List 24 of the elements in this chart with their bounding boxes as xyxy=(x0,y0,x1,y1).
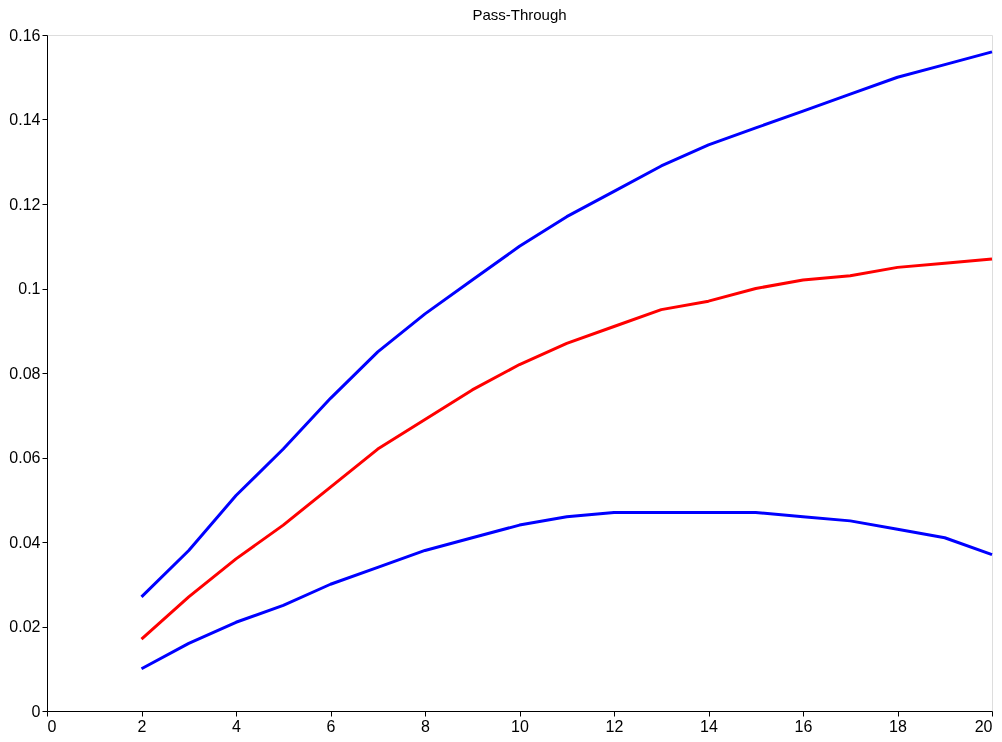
x-tick-label: 14 xyxy=(700,717,718,735)
y-tick-label: 0.16 xyxy=(9,26,41,44)
x-tick-label: 16 xyxy=(794,717,813,735)
chart-title: Pass-Through xyxy=(472,6,567,23)
x-tick-label: 8 xyxy=(421,717,431,735)
y-tick-label: 0.14 xyxy=(9,111,41,128)
x-tick-label: 12 xyxy=(605,717,624,735)
line-series xyxy=(140,50,994,599)
x-tick-label: 0 xyxy=(47,717,57,735)
y-tick-label: 0.04 xyxy=(9,533,41,551)
line-series xyxy=(140,510,994,671)
x-tick-label: 2 xyxy=(137,717,147,735)
line-series xyxy=(140,257,994,641)
x-tick-label: 10 xyxy=(511,717,529,735)
x-tick-label: 18 xyxy=(889,717,907,735)
y-tick-label: 0.1 xyxy=(18,280,41,297)
y-tick-label: 0.08 xyxy=(9,364,41,382)
x-tick-label: 6 xyxy=(326,717,336,735)
y-tick-label: 0.02 xyxy=(9,618,41,635)
x-tick-label: 4 xyxy=(232,717,242,735)
y-tick-label: 0.12 xyxy=(9,195,41,213)
x-tick-label: 20 xyxy=(974,717,993,735)
y-tick-label: 0 xyxy=(31,702,41,720)
y-tick-label: 0.06 xyxy=(9,449,41,466)
